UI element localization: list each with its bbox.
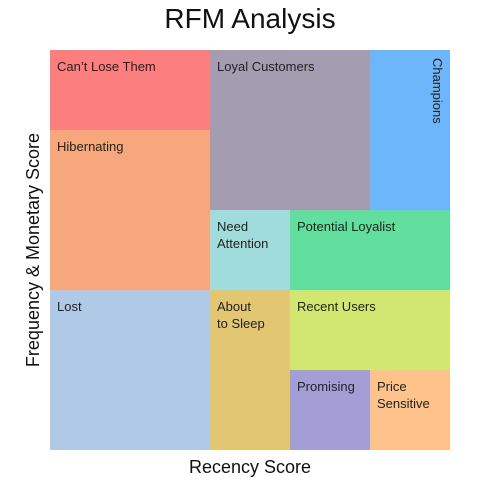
segment-need-attention: Need Attention bbox=[210, 210, 290, 290]
segment-recent-users: Recent Users bbox=[290, 290, 450, 370]
rfm-grid: Can’t Lose Them Loyal Customers Champion… bbox=[50, 50, 450, 450]
segment-promising: Promising bbox=[290, 370, 370, 450]
segment-label: Need Attention bbox=[217, 219, 269, 251]
segment-label: Champions bbox=[430, 58, 445, 124]
segment-label: Loyal Customers bbox=[217, 59, 315, 74]
chart-title: RFM Analysis bbox=[164, 3, 336, 34]
segment-label: Recent Users bbox=[297, 299, 376, 314]
segment-cant-lose-them: Can’t Lose Them bbox=[50, 50, 210, 130]
segment-label: About to Sleep bbox=[217, 299, 265, 331]
segment-label: Promising bbox=[297, 379, 355, 394]
x-axis-label: Recency Score bbox=[188, 457, 312, 477]
segment-price-sensitive: Price Sensitive bbox=[370, 370, 450, 450]
y-axis-label: Frequency & Monetary Score bbox=[23, 132, 43, 368]
segment-label: Price Sensitive bbox=[377, 379, 430, 411]
segment-label: Can’t Lose Them bbox=[57, 59, 156, 74]
segment-champions: Champions bbox=[370, 50, 450, 210]
segment-potential-loyalist: Potential Loyalist bbox=[290, 210, 450, 290]
segment-label: Hibernating bbox=[57, 139, 124, 154]
segment-lost: Lost bbox=[50, 290, 210, 450]
segment-about-to-sleep: About to Sleep bbox=[210, 290, 290, 450]
segment-label: Lost bbox=[57, 299, 82, 314]
segment-loyal-customers: Loyal Customers bbox=[210, 50, 370, 210]
segment-label: Potential Loyalist bbox=[297, 219, 396, 234]
segment-hibernating: Hibernating bbox=[50, 130, 210, 290]
